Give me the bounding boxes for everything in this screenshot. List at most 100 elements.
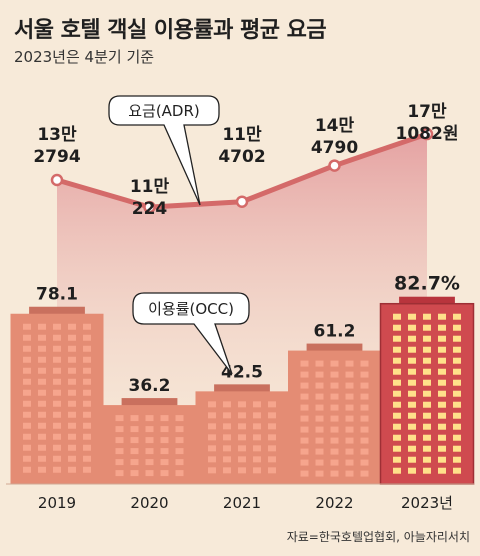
bar-window — [300, 382, 309, 389]
bar-window — [53, 466, 61, 473]
bar-window — [438, 445, 446, 452]
bar-window — [223, 445, 231, 452]
chart-title: 서울 호텔 객실 이용률과 평균 요금 — [14, 18, 327, 43]
bar-window — [438, 434, 446, 441]
bar-window — [145, 415, 154, 422]
bar-window — [300, 437, 309, 444]
bar-window — [53, 323, 61, 330]
bar-roof — [121, 398, 178, 407]
bar-window — [453, 379, 461, 386]
bar-window — [453, 313, 461, 320]
chart-subtitle: 2023년은 4분기 기준 — [14, 48, 155, 66]
bar-window — [315, 437, 324, 444]
bar-window — [175, 470, 184, 477]
bar-window — [268, 423, 276, 430]
bar-window — [393, 324, 401, 331]
bar-window — [53, 433, 61, 440]
bar-window — [360, 459, 369, 466]
bar-window — [160, 415, 169, 422]
bar-window — [38, 411, 46, 418]
bar-window — [223, 423, 231, 430]
bar-window — [83, 411, 91, 418]
bar-window — [360, 360, 369, 367]
adr-point-2023년 — [420, 127, 434, 141]
bar-window — [438, 357, 446, 364]
year-label: 2020 — [130, 494, 168, 512]
bar-window — [238, 401, 246, 408]
bar-window — [423, 357, 431, 364]
bar-window — [300, 371, 309, 378]
bar-window — [23, 444, 31, 451]
bar-window — [83, 444, 91, 451]
bar-window — [393, 412, 401, 419]
occ-bar-2022 — [288, 343, 381, 484]
bar-window — [130, 470, 139, 477]
bar-window — [160, 459, 169, 466]
bar-window — [208, 434, 216, 441]
adr-point-2020 — [143, 200, 156, 214]
bar-window — [145, 470, 154, 477]
bar-window — [53, 400, 61, 407]
year-labels: 2019 2020 2021 2022 2023년 — [38, 494, 453, 512]
bar-window — [438, 368, 446, 375]
bar-window — [23, 422, 31, 429]
bar-roof — [399, 296, 455, 305]
bar-window — [423, 346, 431, 353]
bar-window — [223, 467, 231, 474]
bar-window — [68, 367, 76, 374]
bar-window — [38, 422, 46, 429]
bar-window — [453, 467, 461, 474]
bar-window — [345, 371, 354, 378]
bar-window — [83, 466, 91, 473]
bar-window — [115, 459, 124, 466]
occ-value-label: 78.1 — [36, 285, 78, 305]
bar-window — [238, 434, 246, 441]
bar-window — [360, 404, 369, 411]
bar-window — [83, 367, 91, 374]
bar-window — [130, 459, 139, 466]
bar-window — [408, 324, 416, 331]
bar-window — [145, 459, 154, 466]
bar-window — [268, 467, 276, 474]
bar-window — [53, 444, 61, 451]
bar-window — [315, 470, 324, 477]
bar-window — [408, 456, 416, 463]
bar-window — [38, 356, 46, 363]
bar-window — [53, 367, 61, 374]
bar-window — [408, 423, 416, 430]
bar-window — [438, 313, 446, 320]
bar-window — [453, 324, 461, 331]
bar-window — [83, 356, 91, 363]
bar-window — [393, 390, 401, 397]
adr-value-line2: 2794 — [33, 147, 80, 167]
bar-window — [115, 426, 124, 433]
bar-window — [130, 415, 139, 422]
bar-window — [268, 434, 276, 441]
bar-window — [53, 411, 61, 418]
year-label: 2022 — [315, 494, 353, 512]
bar-window — [408, 401, 416, 408]
adr-value-line2: 4790 — [311, 138, 358, 158]
bar-window — [393, 467, 401, 474]
bar-window — [453, 390, 461, 397]
bar-window — [83, 422, 91, 429]
bar-window — [253, 401, 261, 408]
bar-window — [83, 433, 91, 440]
bar-window — [38, 323, 46, 330]
bar-window — [408, 434, 416, 441]
occ-bar-2020 — [103, 398, 196, 484]
bar-window — [300, 459, 309, 466]
bar-window — [423, 401, 431, 408]
bar-window — [438, 412, 446, 419]
bar-window — [238, 467, 246, 474]
bar-window — [453, 368, 461, 375]
bar-window — [453, 445, 461, 452]
bar-window — [23, 411, 31, 418]
bar-window — [208, 401, 216, 408]
bar-window — [423, 456, 431, 463]
bar-window — [345, 404, 354, 411]
bar-window — [393, 456, 401, 463]
bar-window — [345, 393, 354, 400]
bar-window — [83, 389, 91, 396]
bar-window — [438, 390, 446, 397]
